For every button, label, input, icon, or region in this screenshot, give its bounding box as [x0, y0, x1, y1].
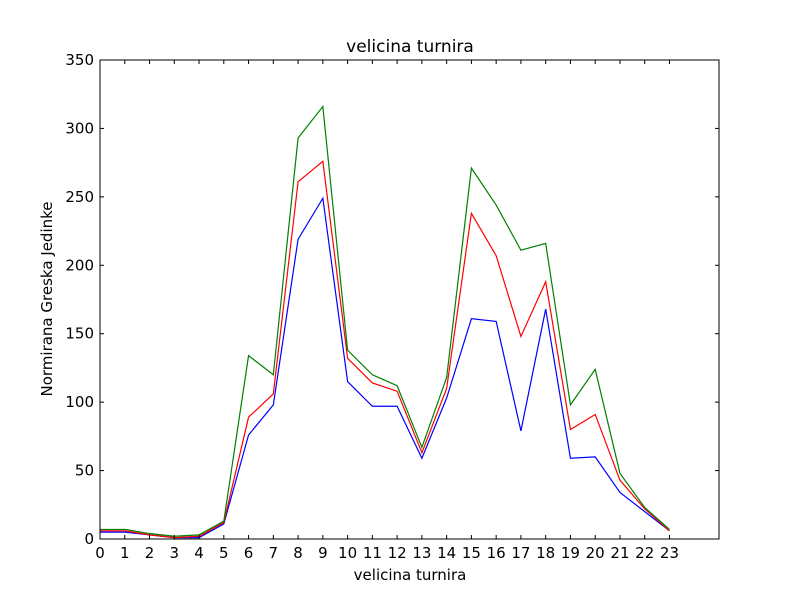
x-tick-label: 13 [412, 544, 431, 562]
y-tick-label: 100 [65, 393, 94, 411]
x-tick-label: 14 [437, 544, 456, 562]
x-tick-label: 17 [511, 544, 530, 562]
x-tick-label: 21 [610, 544, 629, 562]
x-tick-label: 5 [219, 544, 229, 562]
chart-title: velicina turnira [346, 37, 474, 57]
y-tick-label: 150 [65, 325, 94, 343]
x-tick-label: 10 [338, 544, 357, 562]
series-line-1 [100, 196, 670, 539]
x-tick-label: 4 [194, 544, 204, 562]
x-axis-label: velicina turnira [354, 566, 467, 584]
x-tick-label: 7 [269, 544, 279, 562]
plot-lines [100, 104, 670, 539]
x-tick-label: 20 [586, 544, 605, 562]
x-tick-label: 8 [293, 544, 303, 562]
y-axis-label: Normirana Greska Jedinke [38, 201, 56, 396]
y-axis: 0 50 100 150 200 250 300 350 [65, 51, 719, 548]
x-tick-label: 2 [145, 544, 155, 562]
x-tick-label: 12 [388, 544, 407, 562]
x-tick-label: 6 [244, 544, 254, 562]
y-tick-label: 250 [65, 188, 94, 206]
x-tick-label: 3 [170, 544, 180, 562]
x-tick-label: 16 [487, 544, 506, 562]
x-tick-label: 1 [120, 544, 130, 562]
y-tick-label: 50 [75, 462, 94, 480]
x-tick-label: 19 [561, 544, 580, 562]
plot-frame [99, 59, 720, 540]
x-tick-label: 11 [363, 544, 382, 562]
y-tick-label: 200 [65, 256, 94, 274]
x-tick-label: 23 [660, 544, 679, 562]
y-tick-label: 350 [65, 51, 94, 69]
series-line-3 [100, 104, 670, 537]
y-tick-label: 0 [84, 530, 94, 548]
x-axis: 0 1 2 3 4 5 6 7 8 9 10 11 12 13 14 15 16 17 18 19 20 21 22 23 [95, 60, 679, 562]
x-tick-label: 0 [95, 544, 105, 562]
x-tick-label: 18 [536, 544, 555, 562]
series-line-2 [100, 160, 670, 539]
x-tick-label: 22 [635, 544, 654, 562]
x-tick-label: 15 [462, 544, 481, 562]
y-tick-label: 300 [65, 119, 94, 137]
x-tick-label: 9 [318, 544, 328, 562]
